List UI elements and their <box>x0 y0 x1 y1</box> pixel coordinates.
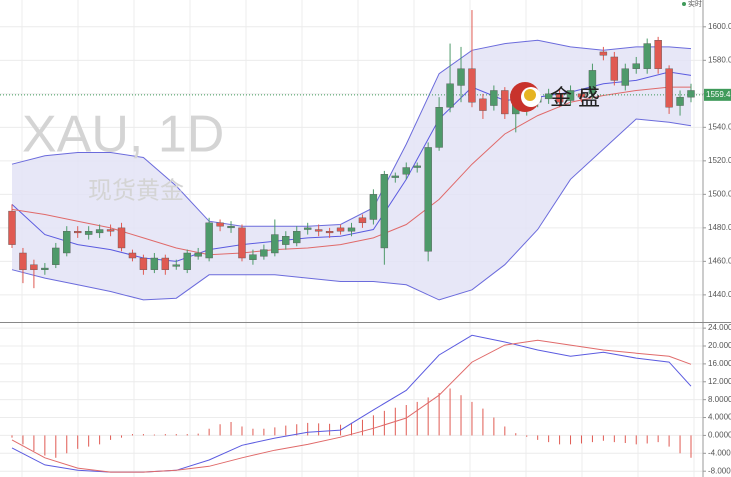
y-tick-label: 4.0000 <box>708 413 731 422</box>
candle-body <box>172 264 180 267</box>
band-upper <box>11 39 692 227</box>
candle-body <box>446 83 454 108</box>
candle-body <box>676 96 684 106</box>
y-tick-label: 24.000 <box>708 323 731 332</box>
y-tick-label: 1600.0 <box>708 22 731 31</box>
y-tick-label: 20.000 <box>708 341 731 350</box>
candle-body <box>139 257 148 270</box>
candle-body <box>238 227 246 259</box>
y-tick-label: 12.000 <box>708 377 731 386</box>
y-tick-label: 8.0000 <box>708 395 731 404</box>
candle-body <box>30 264 38 270</box>
indicator-line <box>11 86 691 256</box>
candle-body <box>369 194 378 220</box>
y-tick-label: 1480.0 <box>708 223 731 232</box>
y-tick-label: 1540.0 <box>708 122 731 131</box>
candle-body <box>457 68 465 86</box>
candle-body <box>325 231 334 234</box>
candle-body <box>271 234 279 254</box>
candle-body <box>665 68 673 108</box>
y-tick-label: 16.000 <box>708 359 731 368</box>
macd-panel <box>11 334 692 473</box>
candle-body <box>610 56 619 81</box>
candle-body <box>380 174 389 249</box>
candle-body <box>468 68 476 103</box>
candle-body <box>8 210 16 245</box>
band-lower <box>11 118 692 301</box>
candle-body <box>205 222 213 259</box>
y-tick-label: 1460.0 <box>708 256 731 265</box>
candle-body <box>490 90 498 106</box>
candle-body <box>183 252 191 270</box>
candle-body <box>293 231 301 244</box>
y-tick-label: -4.000 <box>708 448 731 457</box>
candle-body <box>41 267 49 270</box>
candle-body <box>282 236 290 245</box>
candle-body <box>588 70 597 95</box>
candle-body <box>216 222 224 227</box>
candle-body <box>424 147 432 252</box>
logo-text: 金 盛 <box>550 85 600 110</box>
candle-body <box>19 252 27 270</box>
watermark-title: XAU, 1D <box>22 106 224 164</box>
candle-body <box>128 252 137 259</box>
candle-body <box>501 90 509 115</box>
watermark-subtitle: 现货黄金 <box>88 177 184 204</box>
candle-body <box>74 231 82 234</box>
last-price-box <box>704 88 731 101</box>
candle-body <box>161 257 170 270</box>
candle-body <box>303 227 312 230</box>
candle-body <box>95 229 104 234</box>
candle-body <box>260 249 268 257</box>
candle-body <box>643 43 651 69</box>
y-tick-label: 1580.0 <box>708 55 731 64</box>
candle-body <box>249 254 257 260</box>
candle-body <box>413 165 421 168</box>
candle-body <box>599 51 608 56</box>
candle-body <box>314 229 323 232</box>
candle-body <box>117 227 126 249</box>
candle-body <box>621 68 629 86</box>
status-dot <box>682 2 686 6</box>
candle-body <box>555 93 564 103</box>
y-tick-label: -8.000 <box>708 466 731 475</box>
candle-body <box>194 252 202 257</box>
candle-body <box>52 247 60 265</box>
candle-body <box>391 175 400 178</box>
y-tick-label: 1500.0 <box>708 189 731 198</box>
candle-body <box>150 257 159 270</box>
candle-body <box>687 90 695 98</box>
candle-body <box>347 227 356 232</box>
candle-body <box>632 63 640 69</box>
candle-body <box>577 93 586 98</box>
status: 实时 <box>688 0 702 8</box>
candle-body <box>106 229 115 232</box>
y-tick-label: 1440.0 <box>708 290 731 299</box>
candle-body <box>63 231 71 254</box>
candle-body <box>544 93 553 100</box>
y-tick-label: 1520.0 <box>708 156 731 165</box>
y-tick-label: 0.0000 <box>708 431 731 440</box>
candle-body <box>402 167 410 175</box>
logo: 金 盛 <box>510 82 600 112</box>
logo-dot <box>524 89 536 101</box>
candle-body <box>227 225 235 229</box>
last-price-label: 1559.4 <box>706 90 731 99</box>
candle-body <box>566 90 575 101</box>
candle-body <box>654 40 662 69</box>
candle-body <box>84 231 93 235</box>
indicator-line <box>11 71 692 262</box>
macd-line <box>11 339 692 473</box>
candle-body <box>479 98 487 111</box>
candle-body <box>358 217 367 224</box>
candle-body <box>336 227 345 232</box>
candle-body <box>435 107 443 148</box>
